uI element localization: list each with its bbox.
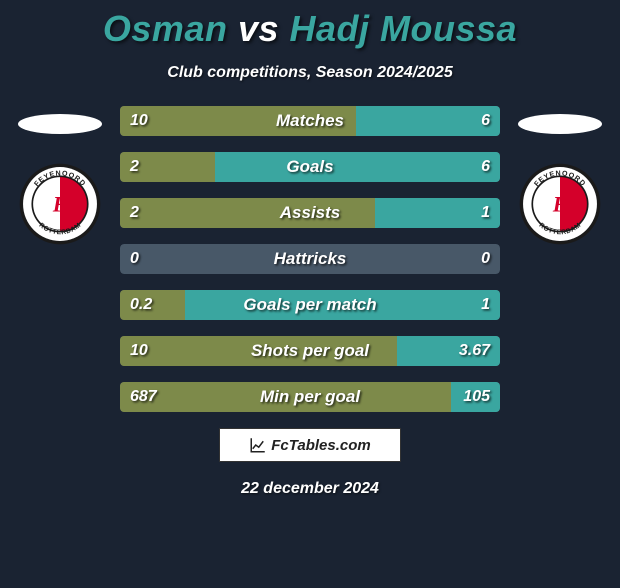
stat-row: 0 0 Hattricks <box>120 244 500 274</box>
subtitle: Club competitions, Season 2024/2025 <box>0 64 620 82</box>
stat-value-right: 1 <box>481 296 490 314</box>
stat-value-right: 6 <box>481 112 490 130</box>
stat-value-right: 0 <box>481 250 490 268</box>
stat-label: Goals <box>286 157 333 177</box>
player1-club-logo: F FEYENOORD ROTTERDAM <box>18 162 102 246</box>
stat-label: Goals per match <box>243 295 376 315</box>
stat-row: 2 1 Assists <box>120 198 500 228</box>
stat-value-left: 0 <box>130 250 139 268</box>
stat-label: Min per goal <box>260 387 360 407</box>
stat-value-right: 6 <box>481 158 490 176</box>
stat-value-right: 1 <box>481 204 490 222</box>
stat-value-left: 10 <box>130 112 148 130</box>
chart-icon <box>249 436 267 454</box>
stats-bars: 10 6 Matches 2 6 Goals 2 1 Assists 0 0 Hattricks 0.2… <box>120 106 500 412</box>
svg-text:F: F <box>52 193 68 217</box>
brand-text: FcTables.com <box>271 437 370 454</box>
stat-bar-right <box>215 152 500 182</box>
comparison-title: Osman vs Hadj Moussa <box>0 8 620 50</box>
stat-row: 2 6 Goals <box>120 152 500 182</box>
svg-text:F: F <box>552 193 568 217</box>
stat-value-left: 2 <box>130 158 139 176</box>
main-container: F FEYENOORD ROTTERDAM F FEYENOORD <box>0 106 620 412</box>
stat-value-left: 10 <box>130 342 148 360</box>
stat-bar-right <box>356 106 500 136</box>
player2-club-logo: F FEYENOORD ROTTERDAM <box>518 162 602 246</box>
player2-name: Hadj Moussa <box>290 8 518 49</box>
stat-label: Hattricks <box>274 249 347 269</box>
stat-row: 10 6 Matches <box>120 106 500 136</box>
date-text: 22 december 2024 <box>0 480 620 498</box>
stat-value-left: 0.2 <box>130 296 152 314</box>
stat-row: 0.2 1 Goals per match <box>120 290 500 320</box>
stat-value-left: 2 <box>130 204 139 222</box>
stat-value-right: 105 <box>463 388 490 406</box>
stat-value-left: 687 <box>130 388 157 406</box>
player1-name: Osman <box>103 8 228 49</box>
stat-label: Matches <box>276 111 344 131</box>
player2-marker <box>518 114 602 134</box>
stat-label: Shots per goal <box>251 341 369 361</box>
stat-value-right: 3.67 <box>459 342 490 360</box>
brand-badge: FcTables.com <box>219 428 401 462</box>
right-side-panel: F FEYENOORD ROTTERDAM <box>510 106 610 246</box>
stat-row: 687 105 Min per goal <box>120 382 500 412</box>
left-side-panel: F FEYENOORD ROTTERDAM <box>10 106 110 246</box>
stat-label: Assists <box>280 203 340 223</box>
stat-row: 10 3.67 Shots per goal <box>120 336 500 366</box>
player1-marker <box>18 114 102 134</box>
vs-text: vs <box>238 8 279 49</box>
